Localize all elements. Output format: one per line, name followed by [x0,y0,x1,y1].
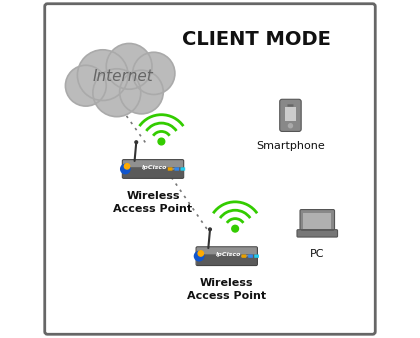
Circle shape [124,164,130,169]
Circle shape [77,50,128,100]
Circle shape [133,52,175,95]
FancyBboxPatch shape [287,104,294,107]
Circle shape [106,44,152,89]
Circle shape [121,164,130,174]
FancyBboxPatch shape [197,247,257,258]
FancyBboxPatch shape [300,210,335,232]
Text: .com: .com [167,167,177,171]
Text: IpCisco: IpCisco [216,252,241,257]
FancyBboxPatch shape [254,255,259,258]
Text: PC: PC [310,249,325,260]
FancyBboxPatch shape [285,107,296,121]
Text: .com: .com [241,255,251,259]
Circle shape [93,69,141,117]
FancyBboxPatch shape [181,167,185,171]
Text: Internet: Internet [92,69,153,84]
Circle shape [194,251,204,261]
Circle shape [209,228,211,231]
Circle shape [232,225,239,232]
FancyBboxPatch shape [303,213,331,229]
FancyBboxPatch shape [297,230,338,237]
FancyBboxPatch shape [280,99,301,131]
FancyBboxPatch shape [123,160,184,171]
FancyBboxPatch shape [248,255,253,258]
Text: Wireless
Access Point: Wireless Access Point [113,191,193,214]
Text: CLIENT MODE: CLIENT MODE [183,30,331,49]
Text: Smartphone: Smartphone [256,141,325,150]
Circle shape [120,70,163,114]
FancyBboxPatch shape [174,167,179,171]
Circle shape [289,124,292,128]
Circle shape [66,65,106,106]
FancyBboxPatch shape [197,255,257,265]
Text: Wireless
Access Point: Wireless Access Point [187,278,266,301]
FancyBboxPatch shape [168,167,173,171]
Text: IpCisco: IpCisco [142,165,168,170]
FancyBboxPatch shape [241,255,246,258]
Circle shape [158,138,165,145]
FancyBboxPatch shape [123,167,184,178]
Circle shape [135,141,138,144]
Circle shape [198,251,203,256]
